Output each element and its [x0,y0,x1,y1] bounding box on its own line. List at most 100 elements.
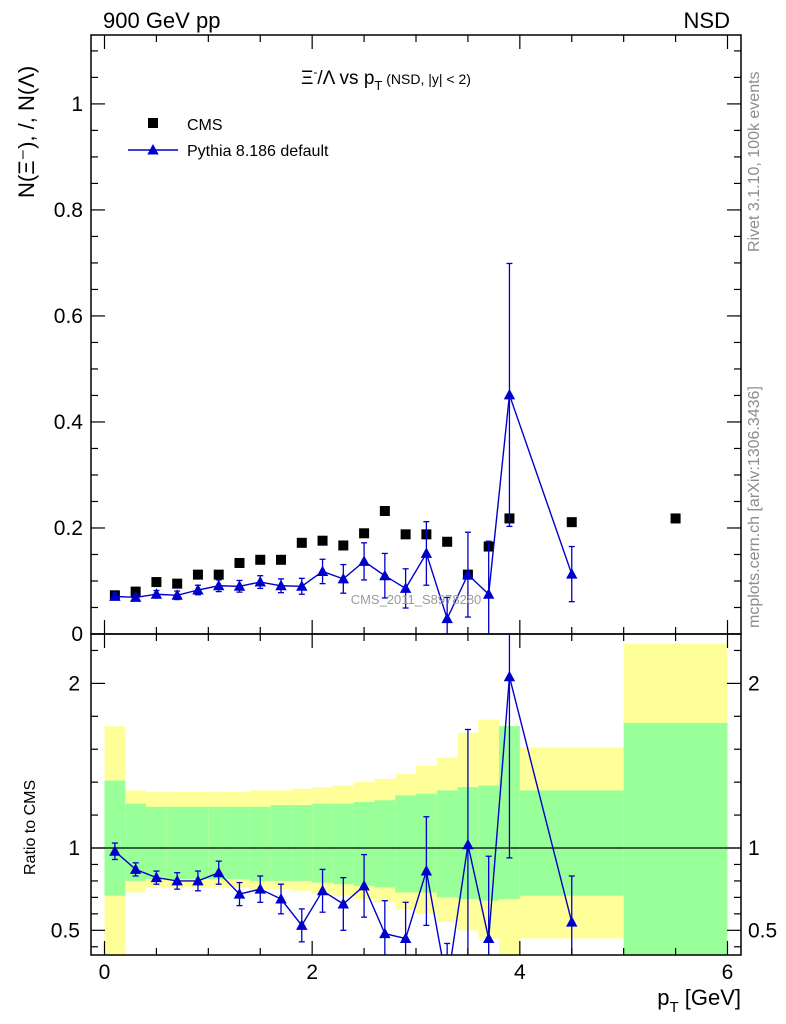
band-inner-bin-16 [436,790,458,898]
ratio-point-19 [503,670,516,682]
band-inner-bin-3 [166,806,188,880]
ratio-point-13 [379,927,391,939]
cms-point-4 [192,569,203,580]
pythia-point-20 [566,568,578,579]
pythia-point-7 [254,576,266,587]
cms-point-3 [172,578,183,589]
band-inner-bin-21 [623,722,728,955]
source-note: mcplots.cern.ch [arXiv:1306.3436] [746,386,763,628]
cms-point-12 [359,528,370,539]
ratio-point-10 [316,884,329,896]
ratio-point-18 [482,932,495,944]
top-y-tick-label-0.2: 0.2 [54,517,83,540]
ratio-point-12 [358,879,370,891]
band-inner-bin-9 [291,805,313,881]
band-inner-bin-7 [249,806,271,881]
cms-point-13 [379,506,390,517]
band-inner-bin-8 [270,805,292,881]
legend-pythia-marker [147,144,159,155]
pythia-point-3 [171,589,183,600]
top-y-tick-label-0.8: 0.8 [54,199,83,222]
cms-point-7 [255,554,266,565]
bot-y-tick-label-left-1: 1 [68,837,80,860]
x-tick-label-2: 2 [306,961,318,984]
ratio-point-6 [233,888,246,899]
legend-cms-marker [148,118,158,128]
legend-cms-label: CMS [187,117,223,134]
pythia-point-17 [462,568,474,580]
analysis-watermark: CMS_2011_S8978280 [351,592,482,607]
band-inner-bin-6 [229,806,250,880]
ratio-point-9 [296,919,308,930]
cms-point-16 [442,536,453,547]
band-inner-bin-2 [146,806,167,880]
cms-point-2 [151,577,162,588]
ratio-uncertainty-bands [91,643,741,955]
x-tick-label-6: 6 [722,961,734,984]
cms-point-14 [400,529,411,540]
legend-pythia-label: Pythia 8.186 default [187,143,329,160]
cms-point-21 [670,513,681,524]
ratio-point-5 [213,866,225,878]
band-inner-bin-5 [208,806,230,880]
pythia-point-14 [399,582,412,593]
x-tick-label-0: 0 [99,961,111,984]
pythia-point-5 [213,579,225,591]
cms-point-11 [338,540,349,551]
bot-y-tick-label-right-2: 2 [748,672,760,695]
ratio-point-8 [275,893,287,904]
pythia-point-13 [379,569,391,581]
pythia-point-12 [358,555,370,566]
band-inner-bin-0 [104,780,126,896]
bot-y-tick-label-left-2: 2 [68,672,80,695]
pythia-point-6 [233,580,246,591]
pythia-point-16 [441,612,453,624]
x-axis-title: pT [GeV] [657,985,741,1016]
ratio-point-3 [171,874,183,886]
pythia-point-19 [503,388,516,400]
pythia-point-15 [420,547,433,558]
cms-point-20 [566,517,577,528]
ratio-point-4 [192,874,204,886]
top-y-tick-label-0.4: 0.4 [54,411,84,434]
bot-y-tick-label-right-1: 1 [748,837,760,860]
legend: CMS Pythia 8.186 default [128,117,329,160]
pythia-point-9 [296,580,308,591]
band-inner-bin-11 [332,803,354,885]
ratio-point-17 [462,838,474,850]
bot-y-tick-label-left-0.5: 0.5 [51,919,80,942]
pythia-point-11 [337,572,350,584]
pythia-point-1 [129,591,142,602]
band-inner-bin-12 [353,801,375,886]
ratio-point-16 [441,979,452,990]
cms-point-8 [276,554,287,565]
ratio-y-axis-title: Ratio to CMS [22,779,39,875]
ratio-point-2 [150,871,163,883]
top-y-tick-label-0.6: 0.6 [54,305,83,328]
band-inner-bin-1 [125,803,147,881]
ratio-point-15 [420,865,433,876]
pythia-point-2 [150,588,163,599]
pythia-point-8 [275,579,287,591]
cms-point-10 [317,535,328,546]
band-inner-bin-13 [374,800,396,888]
bot-y-tick-label-right-0.5: 0.5 [748,919,777,942]
ratio-point-1 [129,863,142,874]
ratio-point-11 [337,897,350,909]
pythia-point-18 [482,588,495,599]
ratio-point-7 [254,883,266,894]
cms-point-6 [234,557,245,568]
pythia-point-4 [192,584,204,595]
chart-title: Ξ-/Λ vs pT (NSD, |y| < 2) [301,65,471,93]
ratio-point-20 [566,916,578,927]
band-inner-bin-10 [312,803,333,883]
band-inner-bin-14 [395,795,416,893]
cms-point-9 [296,537,307,548]
band-inner-bin-4 [187,806,209,880]
pythia-point-10 [316,565,329,576]
main-y-axis-title: N(Ξ⁻), /, N(Λ) [14,65,39,198]
top-y-tick-label-0: 0 [71,623,83,646]
rivet-version-note: Rivet 3.1.10, 100k events [746,71,763,252]
process-label: NSD [683,8,730,33]
